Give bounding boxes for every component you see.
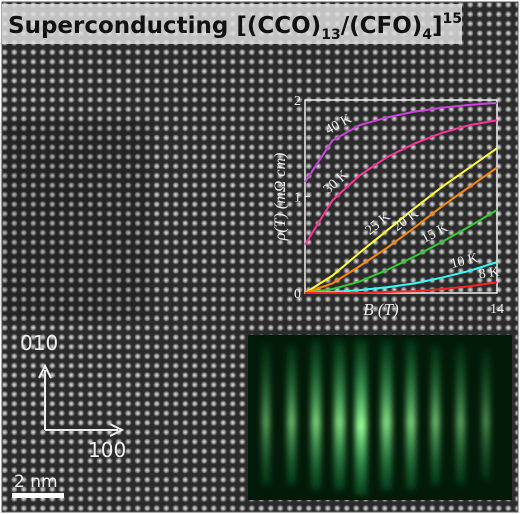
direction-label: 100	[88, 438, 126, 462]
y-axis-label: ρ(T) (mΩ cm)	[272, 153, 289, 242]
streak	[456, 345, 465, 485]
y-tick-label: 2	[294, 94, 301, 109]
streak	[287, 345, 296, 485]
series-line	[304, 261, 498, 294]
arrow-head	[38, 363, 52, 379]
curve-label: 10 K	[449, 251, 479, 272]
streak	[355, 340, 367, 495]
series-line	[304, 166, 498, 294]
streak	[262, 345, 270, 485]
x-axis-label: B (T)	[363, 300, 399, 319]
direction-label: 010	[20, 331, 58, 355]
series-line	[305, 281, 498, 294]
y-tick-label: 1	[294, 191, 301, 206]
direction-axes	[38, 363, 125, 437]
series-line	[304, 209, 498, 294]
curve-label: 8 K	[478, 265, 501, 283]
streak	[381, 340, 392, 490]
title: Superconducting [(CCO)13/(CFO)4]15	[8, 11, 462, 43]
title-part: ]	[432, 13, 443, 39]
arrow-head	[109, 423, 125, 437]
title-sub: 13	[321, 27, 340, 43]
title-box	[2, 4, 462, 44]
title-sub: 4	[422, 27, 432, 43]
streaks	[262, 340, 490, 495]
title-part: Superconducting [(CCO)	[8, 13, 321, 39]
rheed-inset	[248, 335, 512, 500]
scale-label: 2 nm	[14, 472, 58, 492]
shade	[0, 120, 150, 320]
series-line	[304, 147, 498, 294]
streak	[431, 345, 440, 485]
y-tick-label: 0	[294, 287, 301, 302]
title-sup: 15	[443, 11, 462, 27]
series-line	[304, 101, 498, 183]
x-tick-label: 14	[490, 302, 504, 317]
streak	[406, 340, 416, 490]
streak	[311, 340, 321, 490]
series-line	[304, 119, 498, 246]
scale-bar	[12, 493, 64, 498]
title-part: /(CFO)	[341, 13, 423, 39]
streak	[482, 350, 490, 480]
streak	[334, 340, 345, 490]
